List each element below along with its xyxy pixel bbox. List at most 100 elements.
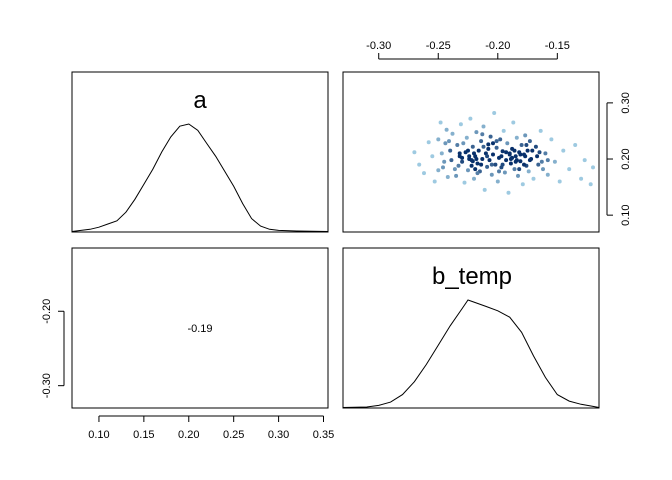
panel-scatter (342, 71, 600, 233)
scatter-point (452, 167, 457, 172)
scatter-point (489, 162, 494, 167)
tick-label: 0.30 (620, 92, 632, 113)
scatter-y-axis-right: 0.10 0.20 0.30 (606, 92, 632, 226)
scatter-point (474, 130, 479, 135)
scatter-point (489, 172, 494, 177)
scatter-point (495, 179, 500, 184)
scatter-point (458, 122, 463, 127)
tick-label: -0.30 (366, 40, 391, 52)
scatter-point (506, 190, 511, 195)
tick-label: -0.25 (426, 40, 451, 52)
scatter-point (502, 170, 507, 175)
panel-title-a: a (193, 87, 207, 114)
scatter-point (549, 137, 554, 142)
correlation-y-axis-left: -0.20 -0.30 (41, 299, 65, 398)
tick-label: 0.10 (88, 429, 109, 441)
tick-label: -0.20 (41, 299, 53, 324)
scatter-point (519, 143, 524, 147)
scatter-point (486, 146, 491, 151)
scatter-point (582, 158, 587, 163)
scatter-point (573, 143, 578, 147)
scatter-point (422, 171, 426, 176)
scatter-point (449, 158, 454, 163)
scatter-point (536, 162, 541, 167)
scatter-point (461, 141, 466, 146)
panel-correlation (71, 247, 329, 409)
scatter-point (498, 137, 503, 142)
scatter-point (464, 135, 469, 140)
scatter-point (504, 158, 509, 163)
scatter-point (488, 134, 493, 139)
scatter-point (442, 159, 447, 164)
scatter-point (588, 182, 593, 187)
scatter-point (472, 151, 476, 156)
scatter-point (479, 139, 484, 144)
tick-label: 0.20 (178, 429, 199, 441)
scatter-point (545, 172, 550, 177)
scatter-point (481, 144, 486, 149)
scatter-point (473, 167, 478, 172)
scatter-point (462, 180, 467, 185)
scatter-point (497, 169, 501, 174)
scatter-point (525, 148, 530, 153)
scatter-point (448, 148, 453, 153)
scatter-point (591, 165, 595, 170)
scatter-point (481, 124, 486, 129)
scatter-point (475, 161, 480, 166)
scatter-point (543, 151, 548, 156)
scatter-point (567, 167, 572, 172)
scatter-point (512, 167, 517, 172)
scatter-point (508, 161, 513, 166)
scatter-point (527, 158, 532, 163)
scatter-point (443, 141, 448, 146)
tick-label: 0.10 (620, 204, 632, 225)
scatter-point (524, 143, 529, 147)
scatter-point (474, 157, 479, 161)
tick-label: 0.15 (133, 429, 154, 441)
scatter-point (479, 162, 484, 167)
scatter-point (579, 176, 584, 181)
scatter-point (472, 176, 476, 181)
scatter-point (505, 141, 510, 146)
density-curve-a (71, 123, 329, 232)
tick-label: -0.20 (485, 40, 510, 52)
scatter-point (552, 159, 557, 164)
density-curve-b-temp (342, 299, 600, 408)
tick-label: 0.25 (223, 429, 244, 441)
scatter-point (494, 145, 499, 150)
scatter-point (466, 148, 470, 153)
tick-label: -0.30 (41, 373, 53, 398)
scatter-point (447, 139, 451, 144)
scatter-point (538, 128, 543, 133)
correlation-x-axis-bottom: 0.10 0.15 0.20 0.25 0.30 0.35 (88, 415, 334, 441)
scatter-point (486, 142, 491, 147)
scatter-point (457, 151, 462, 156)
scatter-point (445, 175, 450, 179)
scatter-point (513, 154, 518, 159)
tick-label: 0.35 (313, 429, 334, 441)
scatter-point (561, 148, 566, 153)
scatter-point (491, 141, 495, 146)
scatter-point (493, 162, 498, 167)
scatter-point (460, 159, 465, 164)
scatter-point (492, 111, 497, 115)
scatter-point (535, 154, 540, 159)
scatter-point (518, 159, 523, 164)
scatter-point (441, 165, 445, 170)
scatter-point (466, 168, 470, 173)
scatter-point (456, 163, 461, 168)
scatter-points (412, 111, 595, 195)
scatter-point (537, 150, 542, 155)
tick-label: 0.20 (620, 148, 632, 169)
scatter-point (475, 171, 480, 176)
scatter-point (523, 133, 528, 138)
scatter-x-axis-top: -0.30 -0.25 -0.20 -0.15 (366, 40, 570, 60)
scatter-point (470, 144, 475, 149)
correlation-value: -0.19 (187, 323, 212, 335)
scatter-point (531, 176, 536, 181)
scatter-point (539, 159, 544, 164)
scatter-point (522, 162, 526, 167)
scatter-point (485, 164, 490, 169)
scatter-point (468, 116, 473, 121)
scatter-point (541, 167, 545, 172)
